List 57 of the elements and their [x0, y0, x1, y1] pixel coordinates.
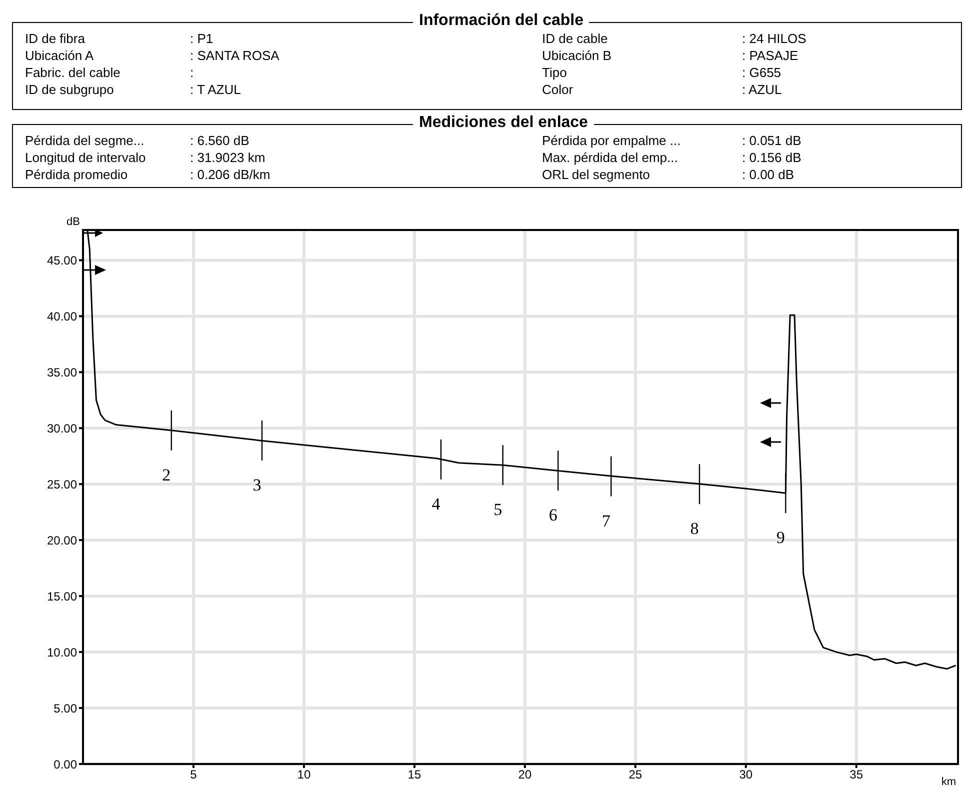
annotation: 3 — [252, 475, 262, 494]
annotation: 8 — [690, 519, 699, 538]
x-axis-title: km — [941, 776, 956, 787]
text: Pérdida por empalme ... — [542, 133, 681, 148]
y-tick-label: 5.00 — [54, 701, 78, 716]
text: Tipo — [542, 65, 567, 80]
text: : — [190, 65, 194, 80]
text: : G655 — [742, 65, 782, 80]
x-tick-label: 35 — [850, 768, 864, 782]
text: Max. pérdida del emp... — [542, 150, 678, 165]
x-tick-label: 30 — [739, 768, 753, 782]
y-tick-label: 40.00 — [46, 309, 78, 324]
annotation: 7 — [602, 511, 611, 530]
text: : P1 — [190, 31, 214, 46]
text: : 0.206 dB/km — [190, 167, 270, 182]
y-tick-label: 20.00 — [46, 533, 78, 548]
y-tick-label: 35.00 — [46, 365, 78, 380]
text: Fabric. del cable — [25, 65, 120, 80]
text: Ubicación B — [542, 48, 612, 63]
text: ID de fibra — [25, 31, 85, 46]
y-tick-label: 45.00 — [46, 253, 78, 268]
x-tick-label: 25 — [628, 768, 642, 782]
text: : T AZUL — [190, 82, 241, 97]
text: : SANTA ROSA — [190, 48, 280, 63]
text: Ubicación A — [25, 48, 94, 63]
annotation: 4 — [432, 494, 441, 514]
text: : 0.00 dB — [742, 167, 794, 182]
text: Longitud de intervalo — [25, 150, 146, 165]
text: Pérdida promedio — [25, 167, 128, 182]
text: : 24 HILOS — [742, 31, 806, 46]
annotation: 2 — [162, 465, 171, 484]
text: : AZUL — [742, 82, 782, 97]
text: Información del cable — [413, 12, 590, 30]
x-tick-label: 5 — [190, 768, 198, 782]
annotation: 9 — [776, 528, 785, 548]
y-tick-label: 0.00 — [54, 757, 78, 772]
x-tick-label: 15 — [408, 768, 422, 782]
y-tick-label: 15.00 — [46, 589, 78, 604]
text: Pérdida del segme... — [25, 133, 144, 148]
y-tick-label: 10.00 — [46, 645, 78, 660]
annotation: 6 — [548, 506, 558, 525]
text: : 0.051 dB — [742, 133, 802, 148]
text: ID de subgrupo — [25, 82, 114, 97]
text: : 0.156 dB — [742, 150, 802, 165]
x-tick-label: 10 — [297, 768, 311, 782]
text: Mediciones del enlace — [413, 114, 594, 132]
y-axis-title: dB — [66, 216, 80, 228]
y-tick-label: 30.00 — [46, 421, 78, 436]
text: : 31.9023 km — [190, 150, 266, 165]
text: : PASAJE — [742, 48, 798, 63]
text: ORL del segmento — [542, 167, 650, 182]
text: Color — [542, 82, 574, 97]
text: : 6.560 dB — [190, 133, 250, 148]
x-tick-label: 20 — [518, 768, 532, 782]
annotation: 5 — [494, 500, 502, 520]
y-tick-label: 25.00 — [46, 477, 78, 492]
text: ID de cable — [542, 31, 608, 46]
